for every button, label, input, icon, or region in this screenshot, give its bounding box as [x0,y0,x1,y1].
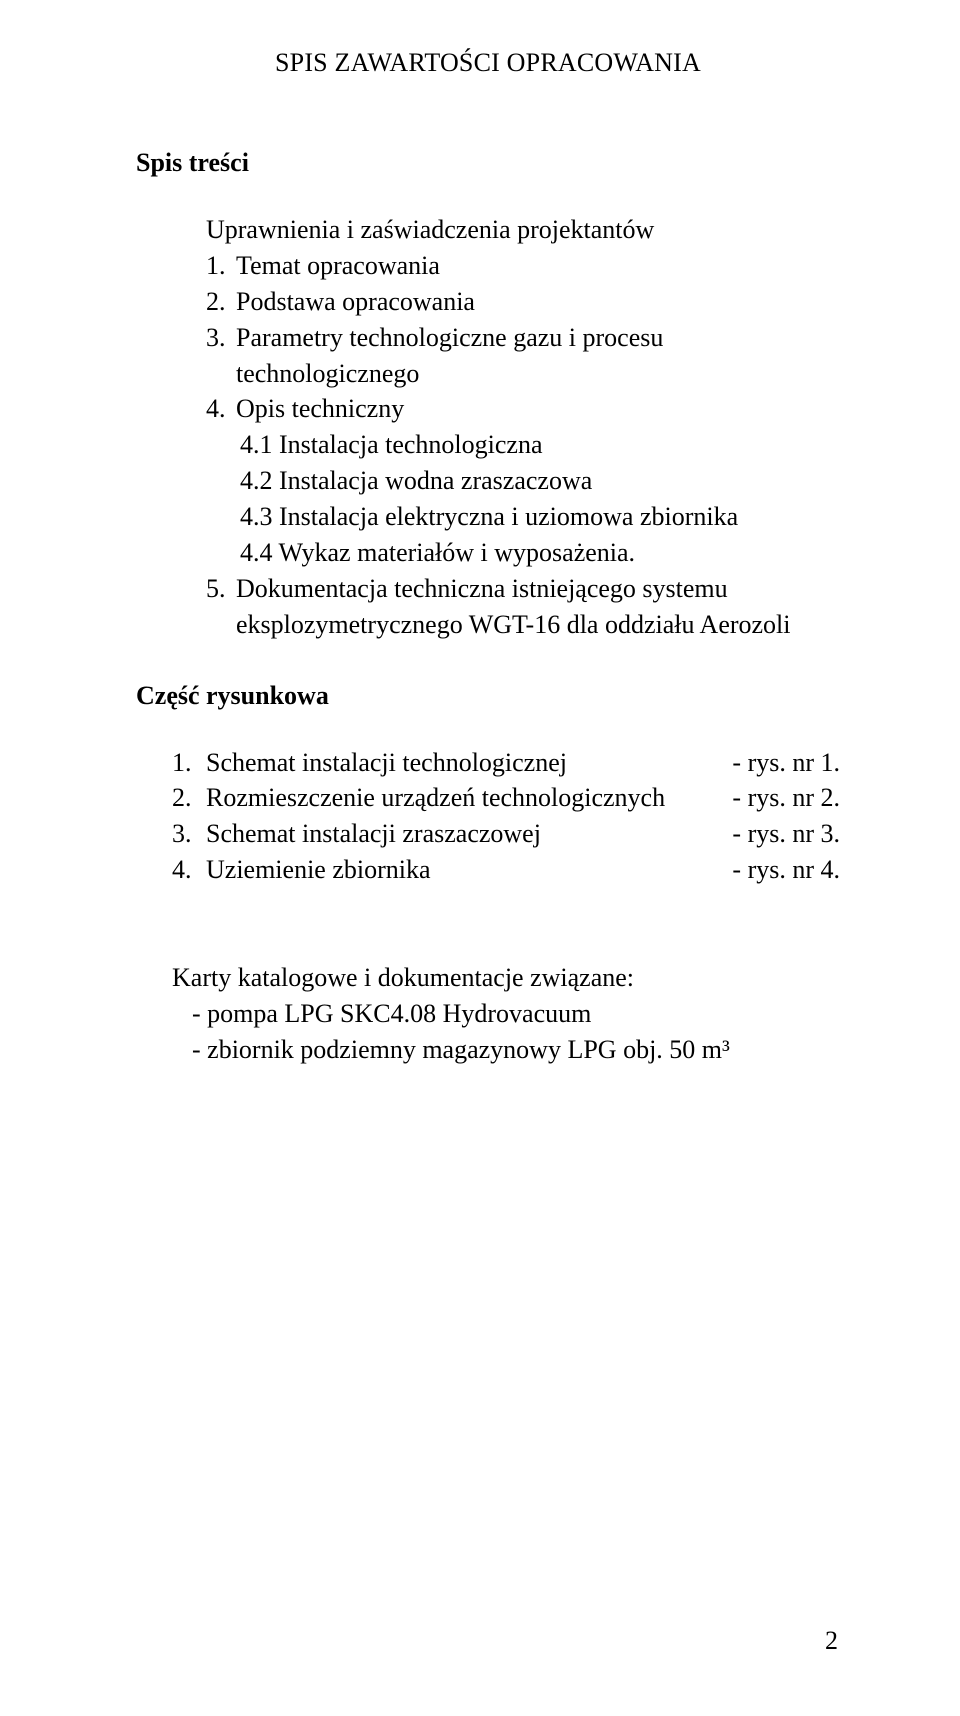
drawing-ref: - rys. nr 2. [732,780,840,816]
drawing-item: 2. Rozmieszczenie urządzeń technologiczn… [172,780,840,816]
drawing-ref: - rys. nr 1. [732,745,840,781]
drawing-num: 4. [172,852,206,888]
toc-intro: Uprawnienia i zaświadczenia projektantów [206,212,840,248]
catalog-heading: Karty katalogowe i dokumentacje związane… [172,960,840,996]
section-heading-toc: Spis treści [136,148,840,178]
toc-subitem-text: 4.3 Instalacja elektryczna i uziomowa zb… [240,499,840,535]
drawings-block: 1. Schemat instalacji technologicznej - … [172,745,840,889]
document-page: SPIS ZAWARTOŚCI OPRACOWANIA Spis treści … [0,0,960,1716]
toc-subitem: 4.2 Instalacja wodna zraszaczowa [240,463,840,499]
toc-item-num: 2. [206,284,236,320]
toc-item-num-blank [206,607,236,643]
toc-subitem-text: 4.1 Instalacja technologiczna [240,427,840,463]
toc-item-num: 5. [206,571,236,607]
spacer [136,926,840,960]
toc-subitem: 4.4 Wykaz materiałów i wyposażenia. [240,535,840,571]
drawing-text: Schemat instalacji zraszaczowej [206,816,732,852]
toc-subitem: 4.1 Instalacja technologiczna [240,427,840,463]
drawing-text: Rozmieszczenie urządzeń technologicznych [206,780,732,816]
drawing-item: 4. Uziemienie zbiornika - rys. nr 4. [172,852,840,888]
toc-item-text: Parametry technologiczne gazu i procesu … [236,320,840,392]
toc-subitem-text: 4.2 Instalacja wodna zraszaczowa [240,463,840,499]
toc-subitem-text: 4.4 Wykaz materiałów i wyposażenia. [240,535,840,571]
catalog-item: - pompa LPG SKC4.08 Hydrovacuum [192,996,840,1032]
toc-item-text: eksplozymetrycznego WGT-16 dla oddziału … [236,607,840,643]
drawing-item: 3. Schemat instalacji zraszaczowej - rys… [172,816,840,852]
toc-item-num: 4. [206,391,236,427]
drawing-text: Schemat instalacji technologicznej [206,745,732,781]
toc-item-text: Dokumentacja techniczna istniejącego sys… [236,571,840,607]
toc-item-text: Podstawa opracowania [236,284,840,320]
toc-item: 5. Dokumentacja techniczna istniejącego … [206,571,840,607]
toc-intro-text: Uprawnienia i zaświadczenia projektantów [206,212,840,248]
toc-item: 3. Parametry technologiczne gazu i proce… [206,320,840,392]
page-number: 2 [825,1626,838,1656]
catalog-item: - zbiornik podziemny magazynowy LPG obj.… [192,1032,840,1068]
page-title: SPIS ZAWARTOŚCI OPRACOWANIA [136,48,840,78]
drawing-num: 2. [172,780,206,816]
toc-item-text: Temat opracowania [236,248,840,284]
toc-item: 1. Temat opracowania [206,248,840,284]
drawing-num: 3. [172,816,206,852]
toc-subitem: 4.3 Instalacja elektryczna i uziomowa zb… [240,499,840,535]
toc-item-cont: eksplozymetrycznego WGT-16 dla oddziału … [206,607,840,643]
toc-item-num: 3. [206,320,236,392]
drawing-ref: - rys. nr 4. [732,852,840,888]
section-heading-drawings: Część rysunkowa [136,681,840,711]
toc-item: 4. Opis techniczny [206,391,840,427]
toc-item-text: Opis techniczny [236,391,840,427]
toc-item: 2. Podstawa opracowania [206,284,840,320]
drawing-ref: - rys. nr 3. [732,816,840,852]
drawing-item: 1. Schemat instalacji technologicznej - … [172,745,840,781]
toc-item-num: 1. [206,248,236,284]
drawing-num: 1. [172,745,206,781]
toc-block: Uprawnienia i zaświadczenia projektantów… [206,212,840,643]
drawing-text: Uziemienie zbiornika [206,852,732,888]
catalog-block: Karty katalogowe i dokumentacje związane… [172,960,840,1068]
